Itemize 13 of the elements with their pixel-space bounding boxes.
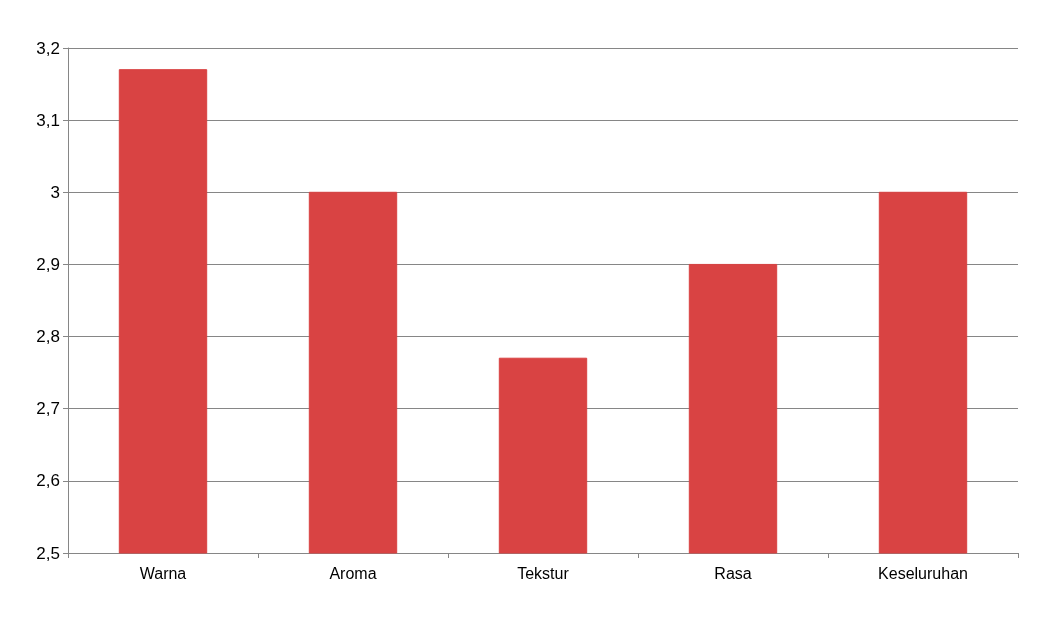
y-tick-label: 2,6 bbox=[36, 471, 60, 491]
y-tick-label: 2,5 bbox=[36, 543, 60, 563]
y-tick-label: 3,1 bbox=[36, 110, 60, 130]
y-tick-label: 3 bbox=[50, 182, 60, 202]
y-tick-label: 2,7 bbox=[36, 399, 60, 419]
y-tick-label: 2,9 bbox=[36, 254, 60, 274]
x-tick-label: Warna bbox=[139, 564, 187, 582]
x-tick-label: Aroma bbox=[329, 564, 377, 582]
x-tick-label: Rasa bbox=[714, 564, 752, 582]
x-tick-label: Keseluruhan bbox=[878, 564, 968, 582]
y-tick-label: 3,2 bbox=[36, 38, 60, 58]
y-tick-label: 2,8 bbox=[36, 327, 60, 347]
x-tick-label: Tekstur bbox=[517, 564, 570, 582]
